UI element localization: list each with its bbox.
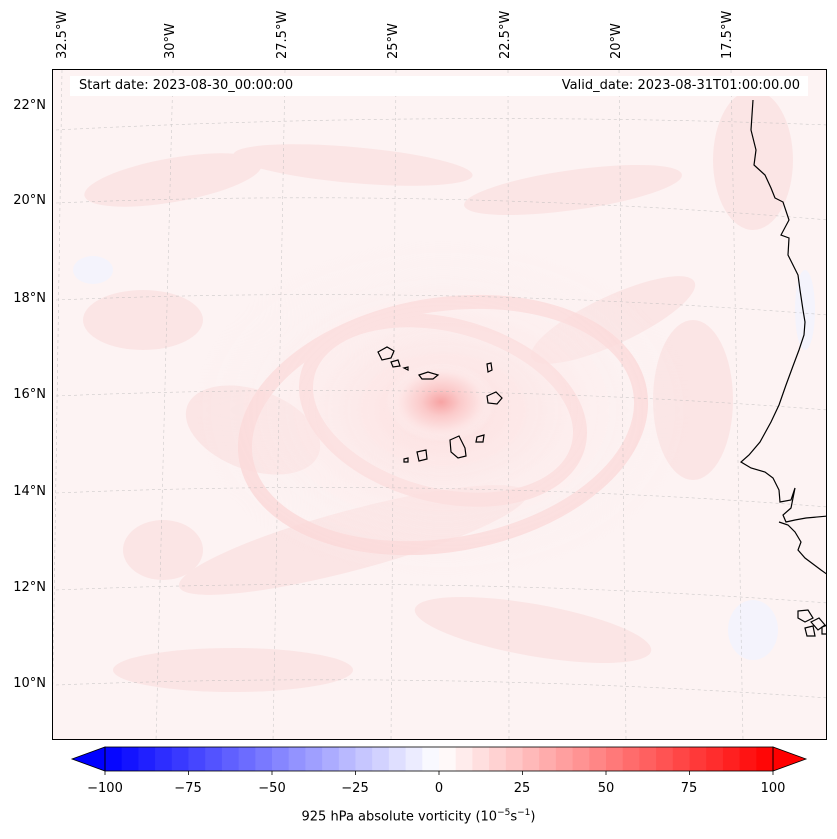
colorbar-segment xyxy=(489,747,507,771)
colorbar-segment xyxy=(622,747,640,771)
lat-label-22n: 22°N xyxy=(13,98,46,113)
lat-label-10n: 10°N xyxy=(13,676,46,691)
colorbar-segment xyxy=(539,747,557,771)
island-boa-vista xyxy=(486,391,503,405)
map-canvas xyxy=(53,70,826,739)
colorbar-segment xyxy=(121,747,139,771)
colorbar-segment xyxy=(555,747,574,771)
colorbar-segment xyxy=(422,747,440,771)
colorbar-segment xyxy=(255,747,273,771)
colorbar-segment xyxy=(338,747,356,771)
colorbar-tick: 0 xyxy=(434,781,444,796)
colorbar-segment xyxy=(639,747,657,771)
colorbar-tick: −25 xyxy=(341,781,369,796)
island-sal xyxy=(486,362,493,373)
island-maio xyxy=(475,434,485,443)
colorbar-segment xyxy=(388,747,407,771)
colorbar-segment xyxy=(272,747,290,771)
colorbar-segment xyxy=(672,747,690,771)
island-fogo xyxy=(416,449,428,462)
colorbar-segment xyxy=(205,747,223,771)
lon-label-22.5w: 22.5°W xyxy=(498,10,513,59)
colorbar-tick: −75 xyxy=(174,781,202,796)
colorbar xyxy=(70,746,808,775)
colorbar-segment xyxy=(606,747,624,771)
lat-label-14n: 14°N xyxy=(13,484,46,499)
colorbar-segment xyxy=(355,747,373,771)
colorbar-tick: 100 xyxy=(760,781,786,796)
vortex-center xyxy=(386,362,496,442)
island-sao-vicente xyxy=(390,359,401,368)
island-sao-nicolau xyxy=(418,371,440,380)
colorbar-segment xyxy=(138,747,156,771)
date-header-bar xyxy=(70,76,808,96)
colorbar-segment xyxy=(221,747,240,771)
west-africa-coastline xyxy=(739,99,826,523)
lat-label-18n: 18°N xyxy=(13,291,46,306)
colorbar-tick: 50 xyxy=(597,781,615,796)
island-santiago xyxy=(449,435,467,459)
colorbar-segment xyxy=(288,747,306,771)
colorbar-segment xyxy=(305,747,323,771)
colorbar-segment xyxy=(322,747,340,771)
colorbar-segment xyxy=(455,747,473,771)
lon-label-25w: 25°W xyxy=(386,23,401,59)
lat-label-20n: 20°N xyxy=(13,193,46,208)
colorbar-segment xyxy=(439,747,457,771)
lat-label-16n: 16°N xyxy=(13,387,46,402)
colorbar-segment xyxy=(155,747,173,771)
valid-date-label: Valid_date: 2023-08-31T01:00:00.00 xyxy=(561,78,800,93)
colorbar-segment xyxy=(472,747,490,771)
lon-label-17.5w: 17.5°W xyxy=(720,10,735,59)
colorbar-tick: 75 xyxy=(680,781,698,796)
colorbar-segment xyxy=(522,747,540,771)
island-santo-antao xyxy=(377,346,395,361)
lon-label-27.5w: 27.5°W xyxy=(275,10,290,59)
colorbar-segment xyxy=(589,747,607,771)
island-brava xyxy=(403,457,409,463)
colorbar-segment xyxy=(689,747,707,771)
colorbar-segment xyxy=(505,747,523,771)
colorbar-segment xyxy=(238,747,256,771)
graticule xyxy=(53,70,826,739)
colorbar-segment xyxy=(722,747,741,771)
colorbar-segment xyxy=(372,747,390,771)
vorticity-map xyxy=(52,69,827,740)
coast-islands xyxy=(778,521,826,637)
lat-label-12n: 12°N xyxy=(13,580,46,595)
lon-label-32.5w: 32.5°W xyxy=(55,10,70,59)
colorbar-segment xyxy=(656,747,674,771)
colorbar-tick: −100 xyxy=(87,781,123,796)
colorbar-tick: −50 xyxy=(258,781,286,796)
colorbar-extend-min xyxy=(70,746,106,772)
colorbar-segment xyxy=(572,747,590,771)
colorbar-segment xyxy=(171,747,189,771)
island-santa-luzia xyxy=(402,366,409,371)
colorbar-segment xyxy=(706,747,724,771)
colorbar-tick: 25 xyxy=(513,781,531,796)
lon-label-20w: 20°W xyxy=(609,23,624,59)
colorbar-segment xyxy=(188,747,206,771)
colorbar-extend-max xyxy=(772,746,808,772)
colorbar-segment xyxy=(739,747,757,771)
colorbar-label: 925 hPa absolute vorticity (10−5s−1) xyxy=(301,808,536,825)
colorbar-segment xyxy=(105,747,123,771)
colorbar-segment xyxy=(405,747,423,771)
start-date-label: Start date: 2023-08-30_00:00:00 xyxy=(79,78,294,93)
cape-verde-islands xyxy=(377,346,503,463)
colorbar-segment xyxy=(756,747,774,771)
lon-label-30w: 30°W xyxy=(163,23,178,59)
negative-vorticity-patches xyxy=(73,256,815,660)
